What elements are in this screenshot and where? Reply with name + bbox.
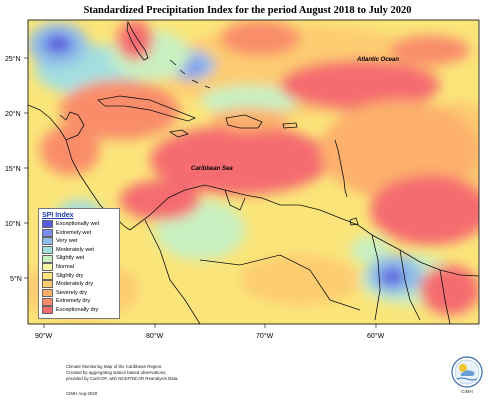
legend-item: Normal <box>42 263 116 272</box>
lon-tick-80w: 80°W <box>146 332 164 340</box>
legend-swatch <box>42 263 53 272</box>
sun-icon <box>459 364 467 372</box>
legend-label: Exceptionally wet <box>56 221 100 227</box>
legend-item: Severely dry <box>42 289 116 298</box>
legend-item: Exceptionally wet <box>42 220 116 229</box>
caribbean-sea-label: Caribbean Sea <box>191 166 233 172</box>
cloud-icon <box>460 370 475 376</box>
logo-text: CIMH <box>461 389 473 394</box>
lon-tick-90w: 90°W <box>35 332 53 340</box>
credit-text: CIMH Aug-2020 <box>66 391 98 396</box>
legend-label: Extremely dry <box>56 298 91 305</box>
legend-swatch <box>42 246 53 255</box>
legend-swatch <box>42 254 53 263</box>
legend-swatch <box>42 297 53 306</box>
map-footer-note: Climate Monitoring Map of the Caribbean … <box>66 364 216 382</box>
footer-line-2: Created by aggregating station based obs… <box>66 370 167 375</box>
legend-label: Slightly wet <box>56 255 85 262</box>
legend-swatch <box>42 228 53 237</box>
legend-item: Moderately wet <box>42 246 116 255</box>
legend-label: Moderately wet <box>56 246 94 253</box>
legend-item: Extremely dry <box>42 297 116 306</box>
legend-title: SPI Index <box>42 212 74 219</box>
legend-label: Very wet <box>56 238 78 245</box>
legend-swatch <box>42 280 53 289</box>
map-frame <box>27 19 480 325</box>
footer-line-1: Climate Monitoring Map of the Caribbean … <box>66 364 163 369</box>
legend-swatch <box>42 237 53 246</box>
legend-item: Exceptionally dry <box>42 306 116 315</box>
legend-item: Very wet <box>42 237 116 246</box>
legend-label: Extremely wet <box>56 229 92 236</box>
lon-ticks: 90°W 80°W 70°W 60°W <box>35 324 385 340</box>
lat-tick-10n: 10°N <box>5 220 21 228</box>
atlantic-ocean-label: Atlantic Ocean <box>356 57 399 63</box>
legend-label: Moderately dry <box>56 281 93 288</box>
legend-label: Severely dry <box>56 289 88 296</box>
legend-label: Slightly dry <box>56 272 84 279</box>
legend-swatch <box>42 271 53 280</box>
spi-field <box>28 20 479 324</box>
spi-legend: SPI Index Exceptionally wet Extremely wet… <box>38 208 120 319</box>
lat-tick-25n: 25°N <box>5 55 21 63</box>
legend-item: Slightly wet <box>42 254 116 263</box>
lat-tick-15n: 15°N <box>5 165 21 173</box>
lat-tick-5n: 5°N <box>10 275 22 283</box>
legend-item: Slightly dry <box>42 271 116 281</box>
lon-tick-70w: 70°W <box>256 332 274 340</box>
cimh-logo: CIMH <box>451 356 483 394</box>
wave-icon <box>456 377 478 381</box>
legend-swatch <box>42 220 53 229</box>
lat-tick-20n: 20°N <box>5 110 21 118</box>
lon-tick-60w: 60°W <box>367 332 385 340</box>
legend-label: Normal <box>56 263 75 270</box>
legend-label: Exceptionally dry <box>56 306 99 313</box>
coastlines <box>28 20 479 324</box>
legend-swatch <box>42 289 53 298</box>
legend-item: Moderately dry <box>42 280 116 289</box>
legend-item: Extremely wet <box>42 228 116 238</box>
map-title: Standardized Precipitation Index for the… <box>83 5 412 16</box>
legend-swatch <box>42 306 53 315</box>
lat-ticks: 25°N 20°N 15°N 10°N 5°N <box>5 55 28 283</box>
footer-line-3: provided by CariCOF, with NCEP/NCAR Rean… <box>66 376 179 381</box>
